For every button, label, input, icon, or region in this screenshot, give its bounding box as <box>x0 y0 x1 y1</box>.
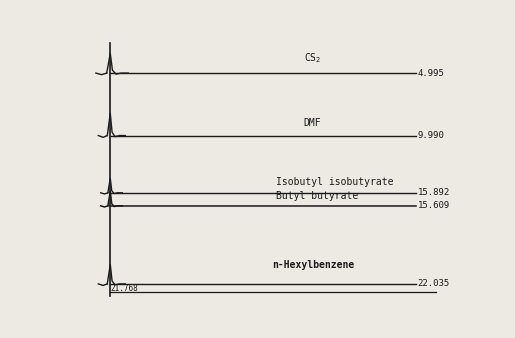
Text: 9.990: 9.990 <box>418 131 444 140</box>
Text: 15.892: 15.892 <box>418 188 450 197</box>
Text: DMF: DMF <box>304 118 321 128</box>
Text: CS$_2$: CS$_2$ <box>304 51 321 65</box>
Text: 21.768: 21.768 <box>110 284 138 293</box>
Text: 15.609: 15.609 <box>418 201 450 210</box>
Text: Isobutyl isobutyrate: Isobutyl isobutyrate <box>276 177 393 187</box>
Text: Butyl butyrate: Butyl butyrate <box>276 191 358 201</box>
Text: n-Hexylbenzene: n-Hexylbenzene <box>272 260 354 270</box>
Text: 22.035: 22.035 <box>418 280 450 288</box>
Text: 4.995: 4.995 <box>418 69 444 78</box>
